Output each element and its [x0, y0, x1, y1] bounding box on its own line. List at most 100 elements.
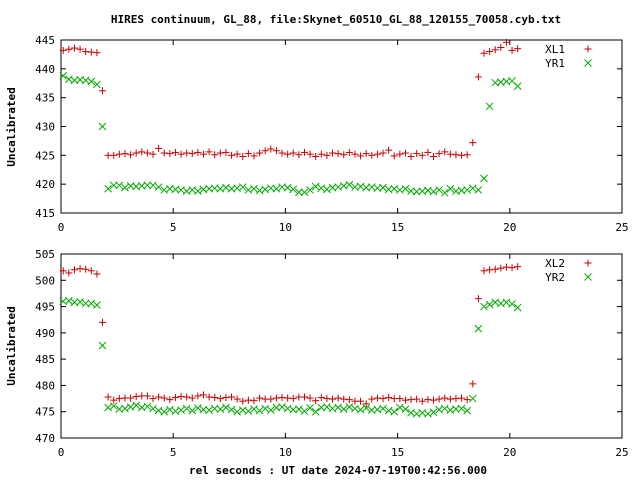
data-point	[357, 397, 365, 405]
data-point	[121, 404, 129, 413]
data-point	[250, 184, 258, 193]
data-point	[396, 395, 404, 403]
data-point	[356, 405, 365, 414]
data-point	[497, 43, 505, 51]
data-point	[87, 77, 96, 86]
data-point	[278, 403, 286, 411]
data-point	[109, 402, 118, 410]
legend-label-xl1: XL1	[545, 43, 565, 56]
data-point	[418, 151, 426, 159]
data-point	[99, 87, 107, 95]
data-point	[244, 396, 252, 404]
data-point	[238, 183, 247, 191]
data-point	[424, 396, 432, 404]
data-point	[317, 394, 325, 402]
y-tick-label: 480	[35, 379, 55, 392]
data-point	[413, 150, 421, 158]
data-point	[295, 151, 303, 159]
data-point	[300, 407, 309, 416]
data-point	[407, 396, 415, 404]
data-point	[182, 404, 191, 413]
x-axis-label: rel seconds : UT date 2024-07-19T00:42:5…	[189, 464, 487, 477]
data-point	[463, 396, 471, 404]
y-tick-label: 435	[35, 92, 55, 105]
data-point	[385, 394, 393, 402]
data-point	[480, 49, 488, 57]
y-tick-label: 430	[35, 121, 55, 134]
data-point	[351, 150, 359, 158]
x-tick-label: 5	[170, 221, 177, 234]
data-point	[306, 150, 314, 158]
data-point	[211, 394, 219, 402]
data-point	[104, 403, 112, 412]
data-point	[59, 71, 68, 80]
data-point	[284, 150, 292, 158]
data-point	[334, 150, 342, 158]
data-point	[390, 152, 398, 160]
data-point	[300, 148, 308, 156]
y-tick-label: 445	[35, 34, 55, 47]
data-point	[474, 324, 483, 333]
data-point	[452, 151, 460, 159]
data-point	[334, 394, 342, 402]
data-point	[216, 149, 224, 157]
data-point	[194, 187, 202, 195]
data-point	[228, 393, 236, 401]
data-point	[244, 150, 252, 158]
data-point	[82, 265, 90, 273]
data-point	[194, 392, 202, 400]
data-point	[491, 46, 499, 54]
y-tick-label: 415	[35, 207, 55, 220]
data-point	[311, 407, 320, 416]
data-point	[486, 48, 494, 56]
data-point	[76, 265, 84, 273]
data-point	[474, 295, 482, 303]
data-point	[430, 152, 438, 160]
data-point	[345, 396, 353, 404]
data-point	[272, 394, 280, 402]
data-point	[121, 150, 129, 158]
data-point	[93, 301, 101, 309]
data-point	[121, 183, 129, 192]
data-point	[300, 393, 308, 401]
data-point	[216, 405, 225, 413]
data-point	[177, 406, 185, 414]
data-point	[65, 296, 73, 305]
data-point	[81, 299, 90, 308]
data-point	[115, 395, 123, 403]
data-point	[127, 394, 135, 402]
data-point	[171, 148, 179, 156]
data-point	[373, 150, 381, 158]
y-tick-label: 500	[35, 274, 55, 287]
data-point	[379, 404, 387, 413]
y-tick-label: 490	[35, 327, 55, 340]
data-point	[177, 392, 185, 400]
data-point	[59, 267, 67, 275]
data-point	[480, 174, 488, 183]
data-point	[289, 149, 297, 157]
data-point	[233, 395, 241, 403]
data-point	[239, 397, 247, 405]
data-point	[188, 406, 197, 415]
data-point	[418, 397, 426, 405]
data-point	[323, 151, 331, 159]
y-tick-label: 420	[35, 178, 55, 191]
data-point	[250, 152, 258, 160]
legend-label-yr2: YR2	[545, 271, 565, 284]
data-point	[446, 184, 455, 193]
data-point	[440, 404, 449, 413]
data-point	[244, 407, 253, 416]
panel-top: Uncalibrated 0 5 10 15 20 25 415 420 425 430 435 44…	[5, 34, 629, 234]
data-point	[401, 184, 410, 193]
data-point	[166, 396, 174, 404]
data-point	[323, 395, 331, 403]
data-point	[267, 145, 275, 153]
data-point	[127, 151, 135, 159]
data-point	[514, 45, 522, 53]
data-point	[211, 151, 219, 159]
data-point	[70, 266, 78, 274]
data-point	[160, 394, 168, 402]
legend-marker-yr1	[584, 59, 592, 67]
series-yr1	[59, 71, 522, 197]
